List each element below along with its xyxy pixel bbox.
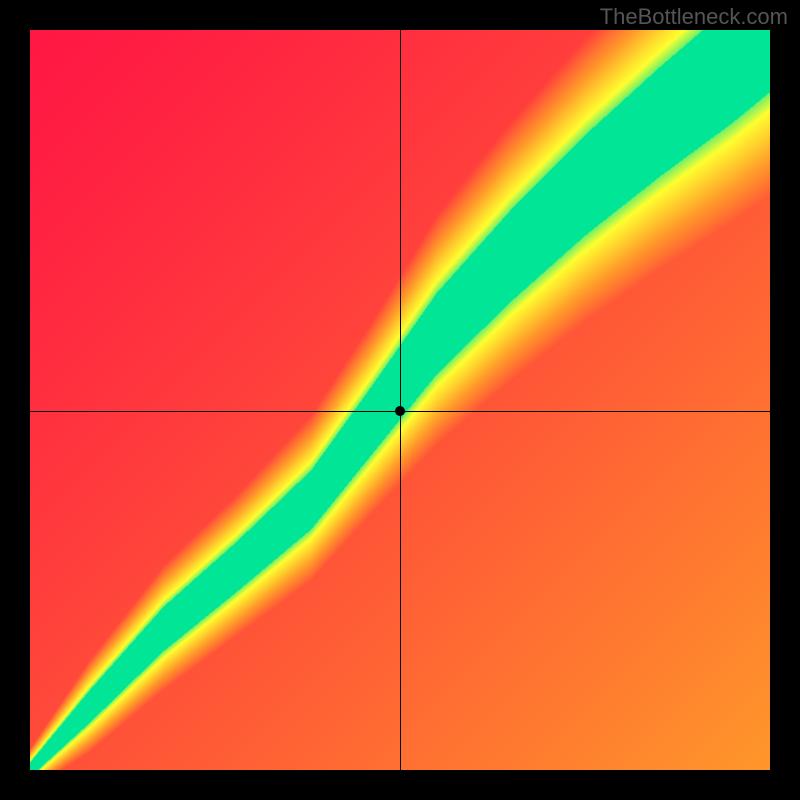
marker-dot: [395, 406, 405, 416]
chart-container: TheBottleneck.com: [0, 0, 800, 800]
watermark-text: TheBottleneck.com: [600, 4, 788, 30]
crosshair-vertical: [400, 30, 401, 770]
